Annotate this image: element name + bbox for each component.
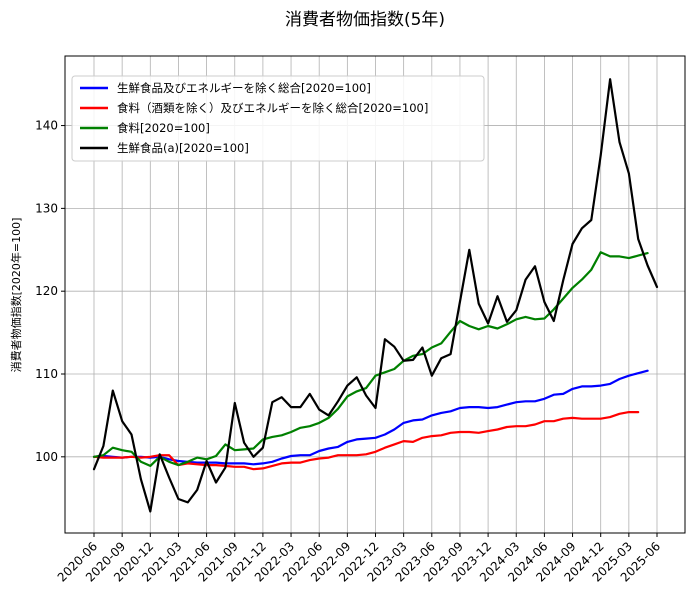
chart-title: 消費者物価指数(5年) xyxy=(285,10,445,30)
legend-label: 生鮮食品(a)[2020=100] xyxy=(117,141,249,155)
y-axis-label: 消費者物価指数[2020年=100] xyxy=(9,218,23,373)
series-line-3 xyxy=(92,251,649,467)
series-lines xyxy=(92,78,659,513)
y-tick-label: 120 xyxy=(35,284,58,298)
series-line-2 xyxy=(92,411,640,471)
series-line-4 xyxy=(92,78,659,513)
legend: 生鮮食品及びエネルギーを除く総合[2020=100] 食料（酒類を除く）及びエネル… xyxy=(71,75,485,162)
legend-label: 食料（酒類を除く）及びエネルギーを除く総合[2020=100] xyxy=(117,101,428,115)
axes: 1001101201301402020-062020-092020-122021… xyxy=(35,119,663,585)
y-tick-label: 140 xyxy=(35,119,58,133)
legend-box xyxy=(71,75,485,162)
y-tick-label: 130 xyxy=(35,201,58,215)
y-tick-label: 100 xyxy=(35,450,58,464)
y-tick-label: 110 xyxy=(35,367,58,381)
legend-label: 生鮮食品及びエネルギーを除く総合[2020=100] xyxy=(117,81,371,95)
legend-label: 食料[2020=100] xyxy=(117,121,210,135)
